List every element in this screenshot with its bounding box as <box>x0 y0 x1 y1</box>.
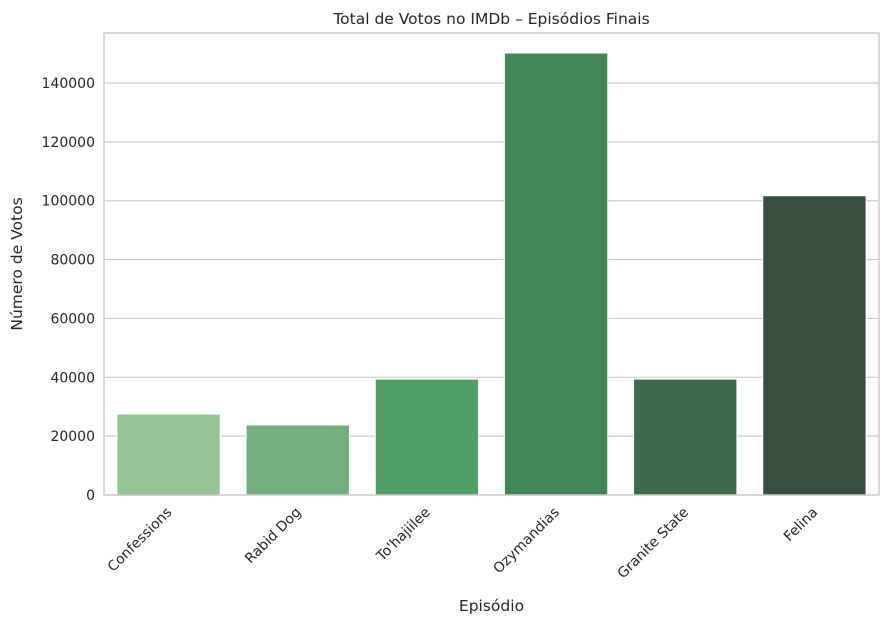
bar <box>245 424 350 496</box>
x-tick-label: Confessions <box>105 505 176 576</box>
y-tick-label: 100000 <box>42 194 95 210</box>
y-tick-label: 120000 <box>42 135 95 151</box>
y-tick-label: 40000 <box>50 370 95 386</box>
y-tick-label: 0 <box>86 488 95 504</box>
x-tick-label: Ozymandias <box>490 505 562 577</box>
x-tick-label: To'hajiilee <box>373 505 434 566</box>
bars <box>116 52 867 496</box>
x-axis-label: Episódio <box>459 597 524 615</box>
y-axis-label: Número de Votos <box>8 197 26 330</box>
x-tick-label: Granite State <box>615 505 692 582</box>
x-tick-labels: Confessions Rabid Dog To'hajiilee Ozymandia… <box>105 505 822 582</box>
bar <box>116 413 221 496</box>
y-tick-labels: 0 20000 40000 60000 80000 100000 120000 140000 <box>42 76 95 504</box>
y-tick-label: 60000 <box>50 311 95 327</box>
y-tick-label: 80000 <box>50 253 95 269</box>
bar <box>762 195 867 496</box>
bar <box>633 378 738 496</box>
y-tick-label: 140000 <box>42 76 95 92</box>
plot-frame <box>103 32 880 496</box>
y-tick-label: 20000 <box>50 429 95 445</box>
chart-title: Total de Votos no IMDb – Episódios Finai… <box>332 10 649 28</box>
bar <box>503 52 609 496</box>
x-tick-label: Felina <box>781 505 821 545</box>
bar <box>374 378 480 496</box>
x-tick-label: Rabid Dog <box>242 505 304 567</box>
gridlines <box>104 82 879 496</box>
